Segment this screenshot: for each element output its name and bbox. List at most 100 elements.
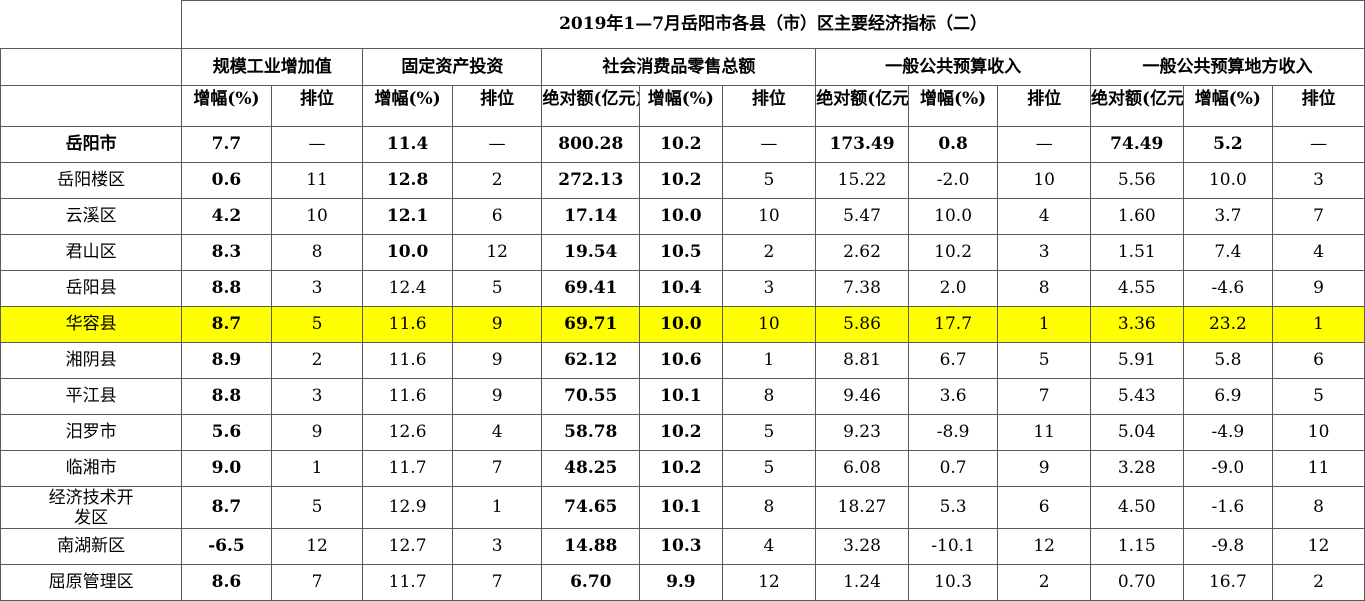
retail-absolute-cell: 800.28	[541, 126, 641, 163]
industry-growth-cell: 8.7	[181, 485, 272, 530]
region-name-cell: 经济技术开发区	[0, 485, 183, 530]
retail-rank-cell: 1	[721, 342, 817, 379]
budget-absolute-cell: 5.86	[815, 306, 909, 343]
local-budget-growth-cell: -4.9	[1182, 414, 1274, 451]
region-name-cell: 湘阴县	[0, 342, 183, 379]
local-budget-growth-cell: 10.0	[1182, 162, 1274, 199]
group-header-corner	[0, 48, 183, 86]
budget-growth-cell: 10.2	[907, 234, 999, 271]
local-budget-growth-cell: 5.8	[1182, 342, 1274, 379]
industry-growth-header: 增幅(%)	[181, 85, 272, 127]
budget-growth-cell: 6.7	[907, 342, 999, 379]
industry-rank-cell: —	[270, 126, 364, 163]
region-name-cell: 君山区	[0, 234, 183, 271]
industry-growth-cell: 8.8	[181, 270, 272, 307]
local-budget-growth-cell: -4.6	[1182, 270, 1274, 307]
budget-absolute-header: 绝对额(亿元)	[815, 85, 909, 127]
local-budget-rank-cell: 10	[1272, 414, 1365, 451]
local-budget-rank-cell: 9	[1272, 270, 1365, 307]
region-name-cell: 临湘市	[0, 450, 183, 487]
retail-absolute-cell: 19.54	[541, 234, 641, 271]
budget-absolute-cell: 8.81	[815, 342, 909, 379]
table-row: 岳阳市 7.7—11.4—800.28 10.2—173.49 0.8—74.49 5.…	[0, 126, 1365, 163]
retail-rank-cell: —	[721, 126, 817, 163]
industry-rank-cell: 10	[270, 198, 364, 235]
fixed-assets-growth-cell: 10.0	[362, 234, 453, 271]
industry-growth-cell: 8.9	[181, 342, 272, 379]
retail-growth-cell: 10.1	[639, 378, 723, 415]
industry-rank-cell: 8	[270, 234, 364, 271]
industry-rank-cell: 2	[270, 342, 364, 379]
local-budget-absolute-cell: 1.60	[1089, 198, 1184, 235]
region-name-cell: 南湖新区	[0, 528, 183, 566]
retail-absolute-cell: 69.71	[541, 306, 641, 343]
local-budget-absolute-cell: 4.55	[1089, 270, 1184, 307]
fixed-assets-growth-cell: 11.4	[362, 126, 453, 163]
budget-growth-cell: -8.9	[907, 414, 999, 451]
budget-growth-cell: -2.0	[907, 162, 999, 199]
local-budget-growth-cell: 3.7	[1182, 198, 1274, 235]
budget-rank-cell: 4	[997, 198, 1091, 235]
fixed-assets-growth-cell: 12.8	[362, 162, 453, 199]
table-row: 平江县 8.8 3 11.6 9 70.55 10.1 8 9.46 3.6 7 5.43 6.9 5	[0, 378, 1365, 415]
local-budget-absolute-header: 绝对额(亿元)	[1089, 85, 1184, 127]
industry-growth-cell: 0.6	[181, 162, 272, 199]
local-budget-growth-cell: 5.2	[1182, 126, 1274, 163]
budget-rank-cell: 5	[997, 342, 1091, 379]
industry-rank-cell: 3	[270, 378, 364, 415]
region-name-cell: 屈原管理区	[0, 564, 183, 601]
industry-rank-header: 排位	[270, 85, 364, 127]
fixed-assets-growth-header: 增幅(%)	[362, 85, 453, 127]
region-name-cell: 华容县	[0, 306, 183, 343]
table-row: 经济技术开发区 8.7 5 12.9 1 74.65 10.1 8 18.27 5.3 6 4.50-…	[0, 485, 1365, 530]
budget-rank-cell: 10	[997, 162, 1091, 199]
industry-growth-cell: 8.8	[181, 378, 272, 415]
region-name-cell: 岳阳县	[0, 270, 183, 307]
budget-growth-cell: 10.3	[907, 564, 999, 601]
industry-growth-cell: 8.3	[181, 234, 272, 271]
local-budget-rank-cell: 11	[1272, 450, 1365, 487]
retail-growth-cell: 10.3	[639, 528, 723, 566]
fixed-assets-growth-cell: 11.6	[362, 378, 453, 415]
industry-rank-cell: 3	[270, 270, 364, 307]
table-row: 岳阳县 8.8 3 12.4 5 69.41 10.4 3 7.38 2.0 8 4.55 -4.6 9	[0, 270, 1365, 307]
budget-rank-header: 排位	[997, 85, 1091, 127]
retail-rank-cell: 3	[721, 270, 817, 307]
retail-growth-cell: 10.2	[639, 126, 723, 163]
fixed-assets-rank-cell: 4	[451, 414, 543, 451]
fixed-assets-rank-cell: 9	[451, 342, 543, 379]
table-row: 华容县 8.7 5 11.6 9 69.71 10.0 10 5.86 17.7 1 3.36 23.2…	[0, 306, 1365, 343]
retail-growth-cell: 10.0	[639, 198, 723, 235]
industry-growth-cell: 4.2	[181, 198, 272, 235]
retail-absolute-header: 绝对额(亿元)	[541, 85, 641, 127]
retail-absolute-cell: 69.41	[541, 270, 641, 307]
fixed-assets-growth-cell: 12.9	[362, 485, 453, 530]
retail-growth-header: 增幅(%)	[639, 85, 723, 127]
fixed-assets-rank-cell: —	[451, 126, 543, 163]
budget-growth-cell: 17.7	[907, 306, 999, 343]
budget-rank-cell: 11	[997, 414, 1091, 451]
budget-absolute-cell: 9.46	[815, 378, 909, 415]
fixed-assets-growth-cell: 12.1	[362, 198, 453, 235]
local-budget-absolute-cell: 1.51	[1089, 234, 1184, 271]
budget-rank-cell: —	[997, 126, 1091, 163]
local-budget-absolute-cell: 5.91	[1089, 342, 1184, 379]
industry-rank-cell: 1	[270, 450, 364, 487]
local-budget-rank-cell: 3	[1272, 162, 1365, 199]
local-budget-absolute-cell: 3.36	[1089, 306, 1184, 343]
fixed-assets-rank-cell: 1	[451, 485, 543, 530]
retail-growth-cell: 10.6	[639, 342, 723, 379]
sub-header-corner	[0, 85, 183, 127]
retail-growth-cell: 10.0	[639, 306, 723, 343]
local-budget-rank-cell: 5	[1272, 378, 1365, 415]
local-budget-rank-cell: 7	[1272, 198, 1365, 235]
retail-rank-cell: 8	[721, 485, 817, 530]
local-budget-absolute-cell: 1.15	[1089, 528, 1184, 566]
fixed-assets-rank-cell: 7	[451, 564, 543, 601]
retail-growth-cell: 9.9	[639, 564, 723, 601]
industry-rank-cell: 5	[270, 485, 364, 530]
local-budget-absolute-cell: 4.50	[1089, 485, 1184, 530]
fixed-assets-growth-cell: 11.7	[362, 450, 453, 487]
local-budget-absolute-cell: 5.43	[1089, 378, 1184, 415]
fixed-assets-rank-cell: 9	[451, 306, 543, 343]
